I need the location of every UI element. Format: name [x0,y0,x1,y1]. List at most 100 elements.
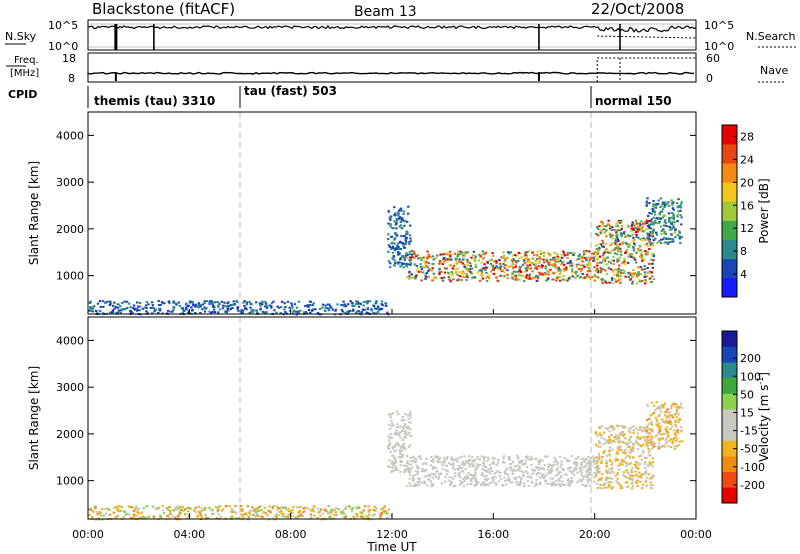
power-colorbar-swatch [722,220,737,240]
power-cell [596,262,599,265]
power-cell [644,282,647,285]
velocity-cell [607,426,611,429]
velocity-cell [651,413,654,416]
freq-tick-bottom-left: 8 [68,72,75,85]
power-cell [395,219,399,222]
velocity-cell [453,468,456,471]
power-cell [397,212,400,215]
power-cell [604,281,608,284]
velocity-cell [399,446,403,449]
power-cell [613,278,617,281]
power-cell [645,242,649,245]
power-cell [409,240,412,243]
power-cell [511,276,514,279]
velocity-cell [143,517,147,520]
power-cell [634,258,637,261]
velocity-cell [637,429,640,432]
velocity-cell [608,450,611,453]
power-cell [362,304,365,307]
velocity-cell [409,416,412,419]
power-cell [519,271,523,274]
velocity-cell [161,505,164,508]
power-cell [157,311,160,314]
power-cell [663,206,666,208]
power-cell [463,263,466,266]
power-cell [619,233,623,236]
velocity-cell [399,425,402,428]
power-cell [481,277,485,280]
velocity-cell [128,506,132,509]
power-cell [514,254,517,257]
power-cell [426,257,429,260]
power-cell [667,201,670,204]
power-cell [222,304,225,307]
velocity-cell [94,505,97,508]
velocity-cell [482,457,486,460]
power-cell [566,256,569,259]
velocity-cell [399,460,402,463]
power-cell [434,276,437,279]
power-cell [584,256,587,259]
velocity-cell [171,515,174,518]
velocity-cell [599,478,602,481]
power-cell [548,254,551,257]
velocity-cell [186,510,190,513]
velocity-cell [594,475,598,477]
velocity-cell [417,477,420,480]
power-cell [125,300,129,303]
velocity-cell [390,419,393,422]
velocity-cell [394,443,397,446]
velocity-cell [579,463,583,466]
power-cell [622,272,625,275]
power-cell [408,256,412,259]
power-cell [532,263,536,266]
velocity-cell [472,460,475,463]
velocity-cell [136,511,139,514]
power-cell [424,261,428,264]
velocity-cell [604,486,607,489]
power-cell [635,251,638,254]
power-cell [574,273,578,276]
power-cell [651,244,654,247]
power-cell [499,268,502,271]
power-cell [588,267,591,270]
velocity-cell [665,429,668,432]
velocity-cell [648,454,652,457]
velocity-cell [621,487,624,489]
power-cell [556,258,559,261]
power-cell [661,216,665,219]
power-cell [466,251,469,254]
power-cell [172,308,175,311]
velocity-cell [168,509,172,512]
power-cell [610,259,613,262]
power-cell [514,265,517,268]
power-cell [634,227,637,229]
power-cell [314,308,317,311]
velocity-cell [635,442,638,445]
power-cell [610,229,614,231]
velocity-cell [596,482,599,485]
velocity-cell [486,460,489,463]
power-cell [527,249,531,252]
power-cell [563,263,566,266]
power-cell [646,232,649,235]
velocity-cell [524,462,527,465]
velocity-cell [195,511,198,514]
velocity-cell [616,472,619,474]
velocity-cell [418,477,421,480]
power-cell [627,261,630,264]
power-cell [396,261,400,264]
velocity-cell [669,420,672,423]
velocity-cell [535,467,539,469]
velocity-cell [495,464,498,467]
velocity-cell [332,517,336,520]
velocity-cell [262,510,266,513]
velocity-cell [362,515,365,518]
power-cell [347,303,350,306]
power-cell [629,255,632,258]
power-cell [288,309,292,312]
velocity-cell [484,469,488,472]
velocity-cell [608,454,611,457]
velocity-cell [129,517,133,519]
power-cell [359,302,362,305]
